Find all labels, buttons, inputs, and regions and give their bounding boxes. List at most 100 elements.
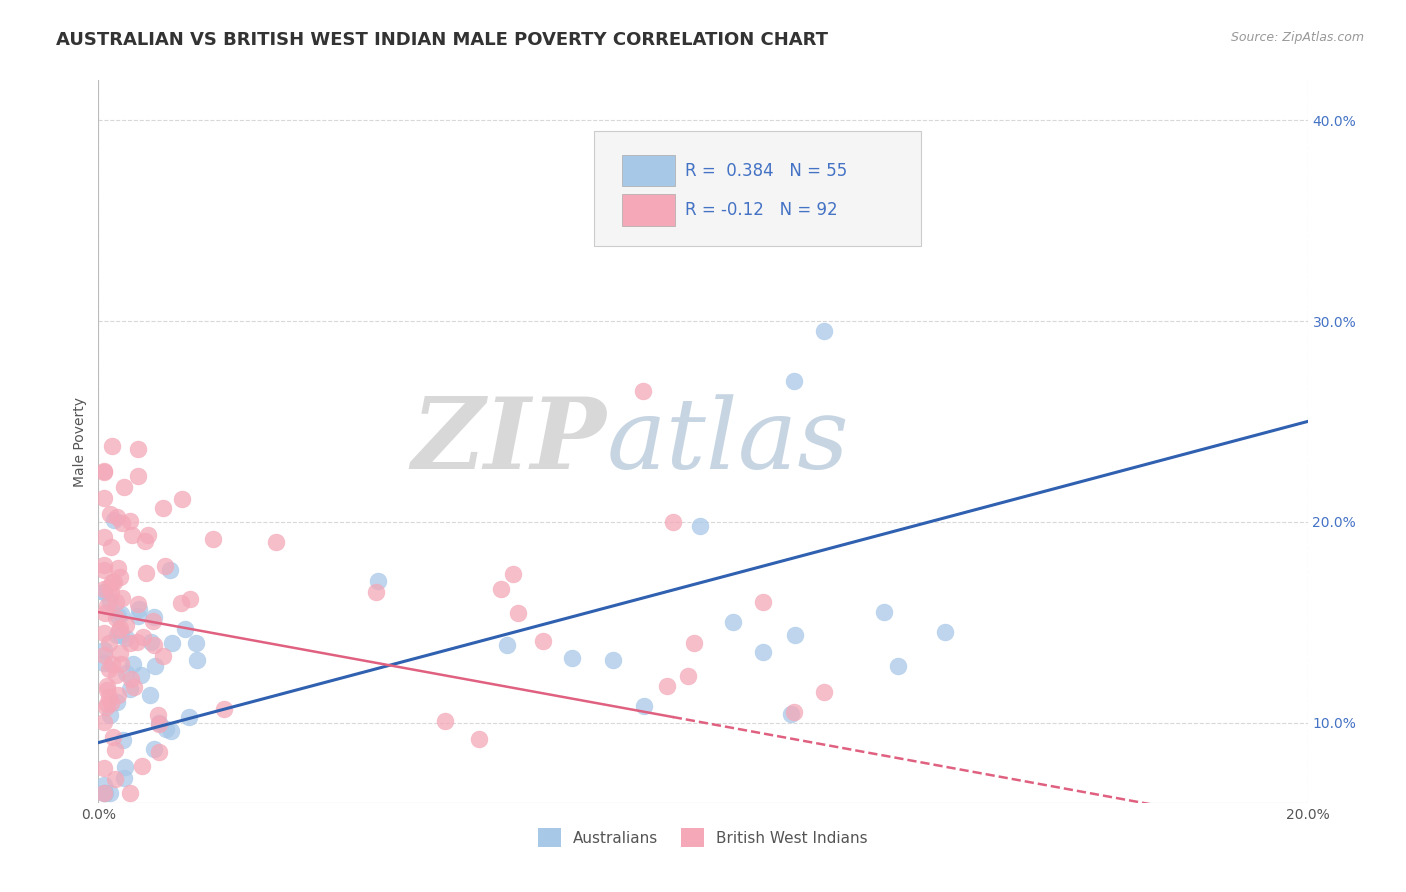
Point xyxy=(159,563,181,577)
Point xyxy=(96,679,118,693)
Point xyxy=(98,507,121,521)
Point xyxy=(111,516,134,530)
Point xyxy=(160,723,183,738)
Point xyxy=(121,528,143,542)
Point xyxy=(96,683,118,698)
Point xyxy=(93,465,115,479)
Point xyxy=(93,778,115,792)
Point xyxy=(179,710,201,724)
Point xyxy=(496,638,519,652)
Point xyxy=(170,596,193,610)
Point xyxy=(114,760,136,774)
Point xyxy=(127,608,149,623)
Point xyxy=(813,685,835,699)
Point xyxy=(98,690,121,704)
Point xyxy=(98,786,121,800)
Point xyxy=(114,665,136,680)
Text: ZIP: ZIP xyxy=(412,393,606,490)
Point xyxy=(132,631,155,645)
Point xyxy=(114,618,136,632)
Point xyxy=(127,597,149,611)
Point xyxy=(148,717,170,731)
Point xyxy=(100,574,122,589)
Text: AUSTRALIAN VS BRITISH WEST INDIAN MALE POVERTY CORRELATION CHART: AUSTRALIAN VS BRITISH WEST INDIAN MALE P… xyxy=(56,31,828,49)
Point xyxy=(364,585,387,599)
Point xyxy=(186,653,208,667)
Text: R = -0.12   N = 92: R = -0.12 N = 92 xyxy=(685,202,838,219)
Point xyxy=(155,723,177,737)
Point xyxy=(93,530,115,544)
Point xyxy=(105,595,128,609)
Point xyxy=(93,558,115,572)
Point xyxy=(105,695,128,709)
Point xyxy=(93,715,115,730)
Point xyxy=(124,680,146,694)
Point xyxy=(103,574,125,589)
Point xyxy=(139,689,162,703)
Point xyxy=(468,731,491,746)
Point xyxy=(186,636,208,650)
Point xyxy=(633,698,655,713)
Point xyxy=(104,611,127,625)
Point xyxy=(135,566,157,580)
Point xyxy=(264,534,287,549)
Point xyxy=(491,582,513,596)
Point xyxy=(873,605,896,619)
Point xyxy=(98,595,121,609)
Point xyxy=(100,708,122,723)
Point xyxy=(142,742,165,756)
Y-axis label: Male Poverty: Male Poverty xyxy=(73,397,87,486)
Point xyxy=(143,658,166,673)
Point xyxy=(93,761,115,775)
Point xyxy=(93,584,115,599)
Point xyxy=(129,668,152,682)
Point xyxy=(103,731,125,745)
Point xyxy=(105,628,128,642)
Point xyxy=(367,574,389,589)
Point xyxy=(100,541,122,555)
Point xyxy=(93,585,115,599)
Point xyxy=(93,606,115,620)
Point xyxy=(934,625,956,640)
Point xyxy=(723,615,745,629)
Point xyxy=(120,673,142,687)
Point xyxy=(96,699,118,714)
Point xyxy=(134,534,156,549)
Point xyxy=(136,527,159,541)
Point xyxy=(108,646,131,660)
Point xyxy=(127,635,149,649)
Point xyxy=(602,653,624,667)
Point xyxy=(93,491,115,506)
Point xyxy=(98,580,121,594)
Point xyxy=(148,716,170,731)
Point xyxy=(813,324,835,338)
Point xyxy=(105,668,128,682)
Point xyxy=(139,635,162,649)
Point xyxy=(752,595,775,609)
Point xyxy=(97,636,120,650)
Point xyxy=(434,714,457,728)
Point xyxy=(160,636,183,650)
Point xyxy=(683,636,706,650)
Point xyxy=(120,681,142,696)
Point xyxy=(100,584,122,599)
Point xyxy=(689,519,711,533)
Point xyxy=(107,608,129,623)
Point xyxy=(146,708,169,723)
Point xyxy=(122,657,145,672)
Point xyxy=(142,610,165,624)
Point xyxy=(657,679,679,693)
Point xyxy=(101,439,124,453)
Point xyxy=(103,513,125,527)
Legend: Australians, British West Indians: Australians, British West Indians xyxy=(531,822,875,853)
Point xyxy=(118,786,141,800)
Point xyxy=(98,662,121,676)
Point xyxy=(93,648,115,663)
Point xyxy=(779,707,801,722)
Point xyxy=(118,514,141,528)
Point xyxy=(131,759,153,773)
Point xyxy=(112,480,135,494)
Point xyxy=(153,558,176,573)
FancyBboxPatch shape xyxy=(621,154,675,186)
Point xyxy=(111,591,134,606)
